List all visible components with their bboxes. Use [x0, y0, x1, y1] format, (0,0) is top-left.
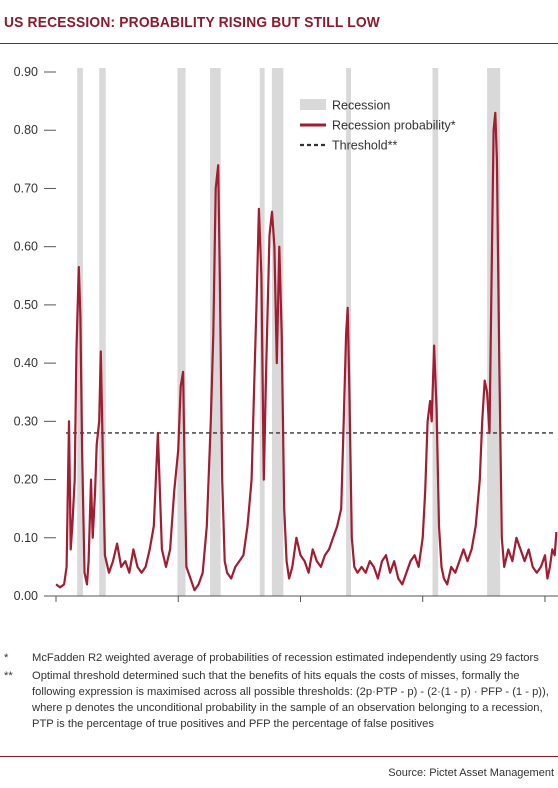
footnote-1-text: McFadden R2 weighted average of probabil…	[32, 652, 539, 664]
y-tick-label: 0.30	[14, 414, 38, 428]
y-tick-label: 0.80	[14, 123, 38, 137]
chart-title: US RECESSION: PROBABILITY RISING BUT STI…	[4, 14, 380, 31]
footnote-2-text: Optimal threshold determined such that t…	[32, 670, 549, 730]
legend-swatch-recession	[300, 99, 326, 110]
y-tick-label: 0.20	[14, 473, 38, 487]
footnote-1: * McFadden R2 weighted average of probab…	[4, 650, 556, 666]
footnote-2-marker: **	[4, 670, 13, 682]
y-tick-label: 0.00	[14, 589, 38, 603]
legend-label: Recession	[332, 99, 390, 113]
footnotes: * McFadden R2 weighted average of probab…	[4, 650, 556, 734]
recession-band	[210, 68, 221, 596]
y-tick-label: 0.10	[14, 531, 38, 545]
title-rule	[0, 43, 558, 44]
recession-band	[177, 68, 186, 596]
y-tick-label: 0.50	[14, 298, 38, 312]
recession-probability-chart: 0.00 0.10 0.20 0.30 0.40 0.50 0.60 0.70 0.80 0.90…	[14, 65, 558, 603]
x-axis: 19551970198520002015	[55, 595, 558, 602]
y-tick-label: 0.40	[14, 356, 38, 370]
y-axis: 0.00 0.10 0.20 0.30 0.40 0.50 0.60 0.70 0.80 0.90	[14, 65, 56, 603]
source-note: Source: Pictet Asset Management	[388, 767, 554, 779]
recession-bands	[77, 68, 501, 596]
source-rule	[0, 756, 558, 757]
recession-probability-line	[55, 111, 558, 592]
footnote-2: ** Optimal threshold determined such tha…	[4, 668, 556, 732]
y-tick-label: 0.90	[14, 65, 38, 79]
legend-label: Threshold**	[332, 139, 397, 153]
y-tick-label: 0.70	[14, 181, 38, 195]
legend-label: Recession probability*	[332, 119, 456, 133]
recession-band	[99, 68, 106, 596]
recession-band	[432, 68, 439, 596]
legend: Recession Recession probability* Threshold…	[300, 99, 456, 153]
footnote-1-marker: *	[4, 652, 9, 664]
y-tick-label: 0.60	[14, 240, 38, 254]
